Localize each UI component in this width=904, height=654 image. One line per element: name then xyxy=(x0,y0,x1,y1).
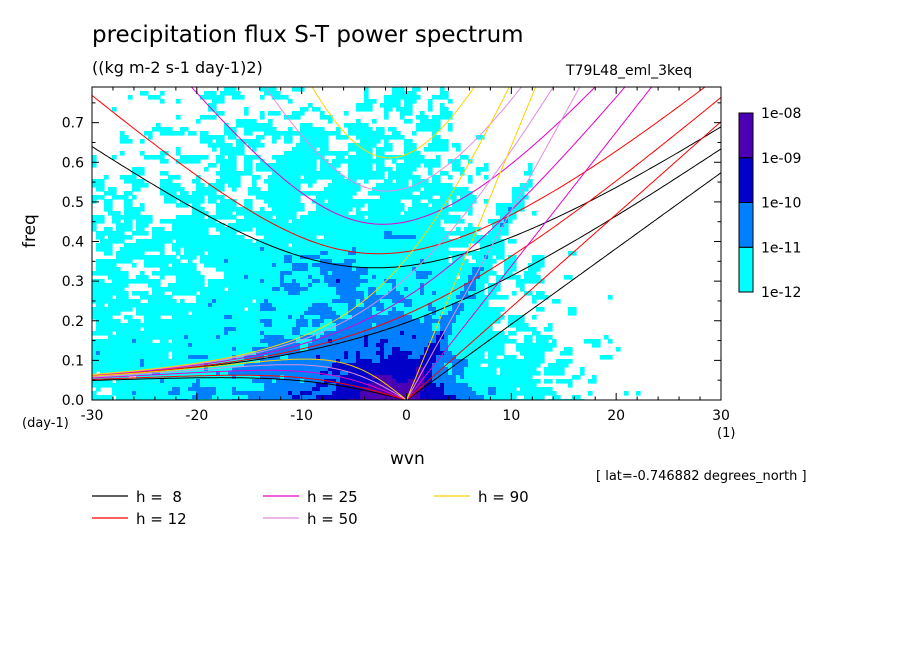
colorbar-swatch xyxy=(738,246,754,293)
y-tick-label: 0.6 xyxy=(62,155,84,171)
y-tick-label: 0.7 xyxy=(62,116,84,132)
chart-title: precipitation flux S-T power spectrum xyxy=(92,22,524,48)
y-axis-label: freq xyxy=(20,214,40,248)
x-tick-label: 10 xyxy=(502,408,520,424)
mrg-curve-h12 xyxy=(92,97,721,377)
colorbar-swatch xyxy=(738,157,754,203)
chart-subtitle: ((kg m-2 s-1 day-1)2) xyxy=(92,58,263,77)
y-axis-unit: (day-1) xyxy=(22,416,69,431)
colorbar-label: 1e-09 xyxy=(761,151,801,167)
ig-n1-curve-h50 xyxy=(264,87,522,192)
kelvin-curve-h50 xyxy=(406,87,581,400)
mrg-curve-h90 xyxy=(92,87,510,375)
x-tick-label: 20 xyxy=(607,408,625,424)
y-tick-label: 0.4 xyxy=(62,235,84,251)
y-tick-label: 0.5 xyxy=(62,195,84,211)
ig-n1-curve-h8 xyxy=(92,126,721,269)
x-tick-label: -30 xyxy=(81,408,104,424)
legend-label-h8: h = 8 xyxy=(136,488,182,506)
run-label: T79L48_eml_3keq xyxy=(566,63,693,79)
legend-label-h50: h = 50 xyxy=(307,510,358,528)
legend: h = 8 h = 12 h = 25 h = 50 h = 90 xyxy=(92,488,529,528)
legend-label-h90: h = 90 xyxy=(478,488,529,506)
colorbar: 1e-12 1e-11 1e-10 1e-09 1e-08 xyxy=(738,106,801,301)
mrg-curve-h25 xyxy=(92,87,626,376)
y-tick-label: 0.2 xyxy=(62,314,84,330)
rossby-curve-h25 xyxy=(92,369,406,400)
power-field xyxy=(92,87,641,400)
kelvin-curve-h8 xyxy=(406,172,721,400)
x-tick-label: -10 xyxy=(290,408,313,424)
kelvin-curve-h12 xyxy=(406,121,721,400)
axes: -30 -20 -10 0 10 20 30 0.0 0.1 0.2 0.3 0.4 0.5 0.6 0.7 xyxy=(62,87,730,424)
rossby-curve-h90 xyxy=(92,358,406,400)
mrg-curve-h50 xyxy=(92,87,554,376)
colorbar-label: 1e-11 xyxy=(761,240,801,256)
kelvin-curve-h25 xyxy=(406,87,653,400)
x-axis-label: wvn xyxy=(390,449,425,469)
x-axis-unit: (1) xyxy=(717,426,736,441)
ig-n1-curve-h90 xyxy=(311,87,475,159)
legend-label-h12: h = 12 xyxy=(136,510,187,528)
x-tick-label: 0 xyxy=(402,408,411,424)
colorbar-label: 1e-12 xyxy=(761,285,801,301)
rossby-curve-h8 xyxy=(92,377,406,400)
y-tick-label: 0.0 xyxy=(62,393,84,409)
colorbar-label: 1e-08 xyxy=(761,106,801,122)
colorbar-swatch xyxy=(738,112,754,159)
y-tick-label: 0.3 xyxy=(62,274,84,290)
x-tick-label: -20 xyxy=(185,408,208,424)
latitude-note: [ lat=-0.746882 degrees_north ] xyxy=(596,469,807,484)
colorbar-label: 1e-10 xyxy=(761,196,801,212)
rossby-curve-h12 xyxy=(92,374,406,400)
colorbar-swatch xyxy=(738,202,754,248)
x-tick-label: 30 xyxy=(712,408,730,424)
y-tick-label: 0.1 xyxy=(62,353,84,369)
kelvin-curve-h90 xyxy=(406,87,537,400)
legend-label-h25: h = 25 xyxy=(307,488,358,506)
rossby-curve-h50 xyxy=(92,364,406,400)
ig-n1-curve-h12 xyxy=(92,87,706,255)
